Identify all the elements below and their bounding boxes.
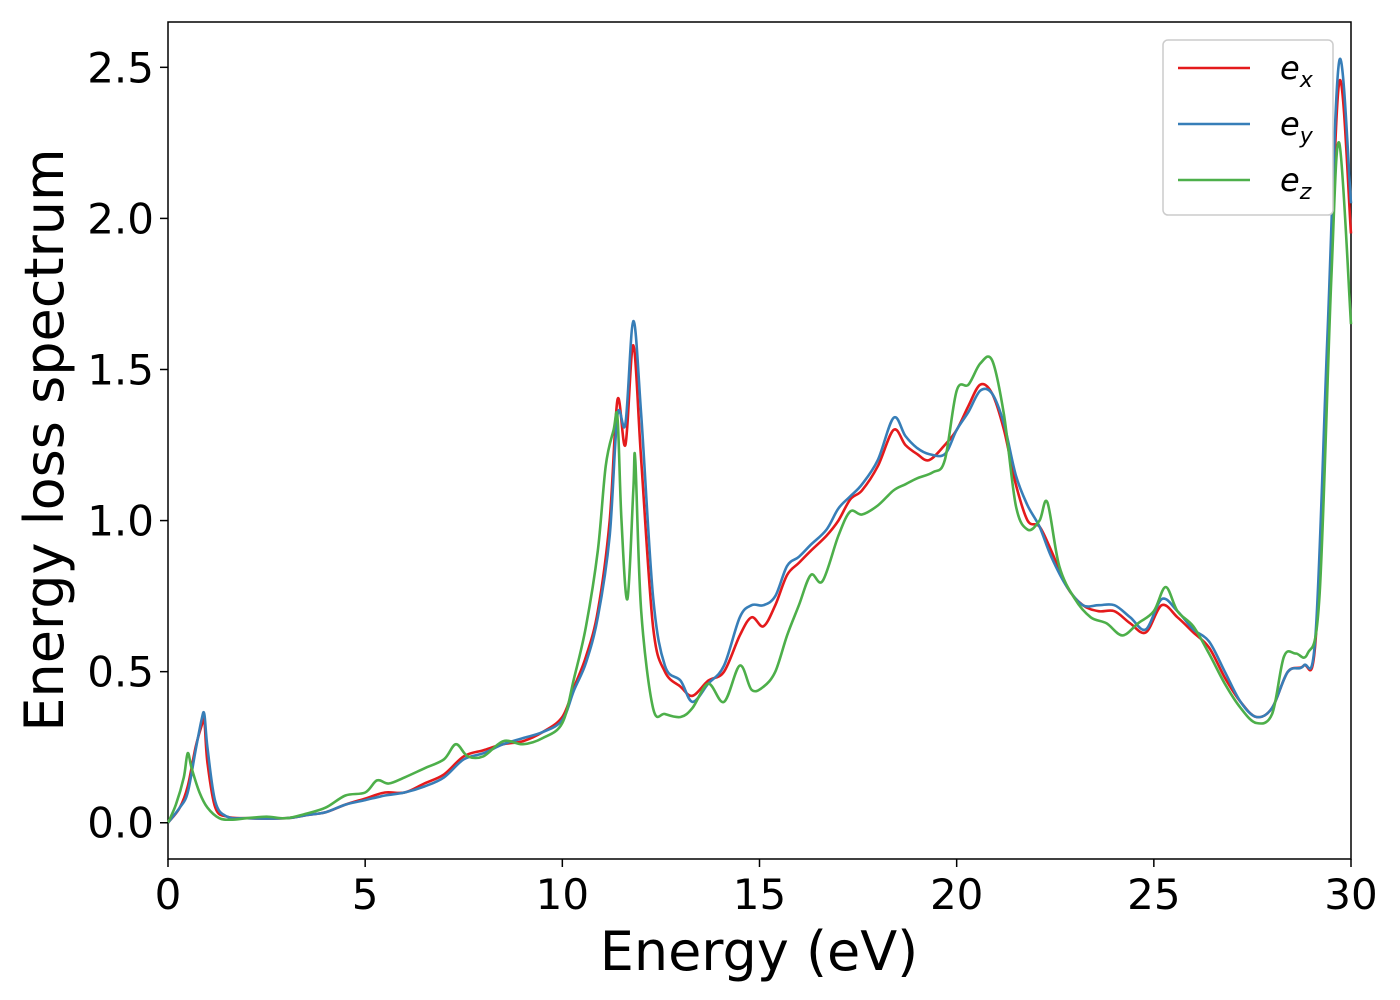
x-axis-ticks: 0 5 10 15 20 25 30	[155, 859, 1378, 919]
y-tick-label: 0.0	[87, 799, 154, 848]
y-tick-label: 2.5	[87, 43, 154, 92]
legend-label-ex: ex	[1280, 49, 1314, 93]
y-tick-label: 1.0	[87, 497, 154, 546]
x-tick-label: 0	[155, 870, 182, 919]
x-tick-label: 30	[1324, 870, 1377, 919]
y-tick-label: 0.5	[87, 648, 154, 697]
y-tick-label: 2.0	[87, 194, 154, 243]
series-line-ex	[166, 78, 1353, 824]
y-tick-label: 1.5	[87, 345, 154, 394]
legend: ex ey ez	[1162, 39, 1334, 216]
x-tick-label: 25	[1127, 870, 1180, 919]
x-tick-label: 5	[352, 870, 379, 919]
x-tick-label: 10	[536, 870, 589, 919]
legend-label-ey: ey	[1280, 105, 1314, 149]
y-axis-title: Energy loss spectrum	[13, 148, 76, 731]
x-tick-label: 20	[930, 870, 983, 919]
legend-frame	[1162, 39, 1334, 216]
x-axis-title: Energy (eV)	[600, 920, 919, 983]
y-axis-ticks: 0.0 0.5 1.0 1.5 2.0 2.5	[87, 43, 168, 848]
series-layer	[166, 57, 1353, 824]
series-line-ez	[166, 141, 1353, 824]
legend-label-ez: ez	[1280, 161, 1312, 205]
x-tick-label: 15	[733, 870, 786, 919]
plot-area	[167, 21, 1352, 860]
